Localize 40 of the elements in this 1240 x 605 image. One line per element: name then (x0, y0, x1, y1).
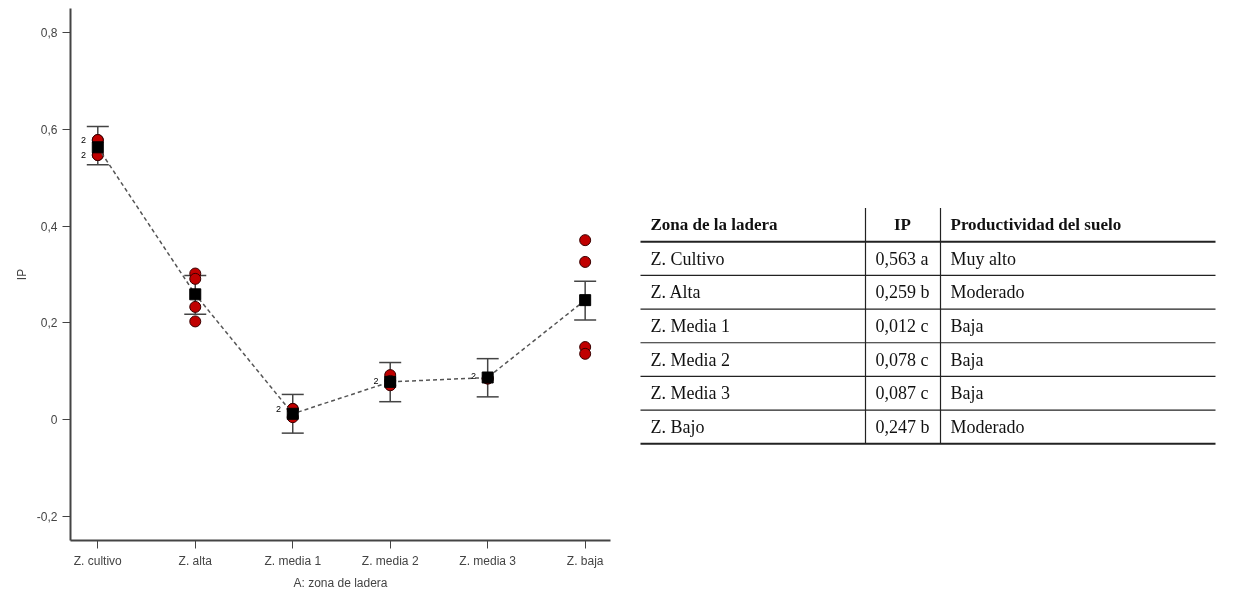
text: Z. Media 3 (650, 383, 730, 404)
text: 0,087 c (875, 383, 929, 404)
text: Z. Bajo (650, 417, 705, 438)
annotation: 2 (470, 371, 476, 382)
text: Z. Alta (650, 282, 701, 303)
text: 0,247 b (875, 417, 930, 438)
text: Muy alto (950, 248, 1016, 269)
text: Z. Media 1 (650, 315, 730, 336)
text: Moderado (950, 282, 1025, 303)
y-tick-label: -0,2 (36, 509, 58, 524)
y-tick-label: 0,4 (40, 219, 58, 234)
text: 0,259 b (875, 282, 930, 303)
x-tick-label: Z. cultivo (73, 553, 123, 568)
annotation: 2 (81, 135, 87, 146)
y-axis-title: IP (14, 268, 29, 281)
text: Moderado (950, 417, 1025, 438)
text: Baja (950, 383, 984, 404)
x-tick-label: Z. alta (178, 553, 213, 568)
y-tick-label: 0,6 (40, 122, 58, 137)
text: Productividad del suelo (950, 215, 1122, 235)
x-tick-label: Z. media 2 (361, 553, 419, 568)
text: 0,563 a (875, 248, 929, 269)
annotation: 2 (276, 403, 282, 414)
x-tick-label: Z. media 3 (459, 553, 517, 568)
text: Baja (950, 349, 984, 370)
y-tick-label: 0,8 (40, 26, 58, 41)
text: Zona de la ladera (650, 215, 779, 235)
text: Z. Cultivo (650, 248, 725, 269)
text: IP (894, 215, 911, 235)
x-tick-label: Z. baja (566, 553, 604, 568)
text: Z. Media 2 (650, 349, 730, 370)
y-tick-label: 0 (50, 413, 58, 428)
x-tick-label: Z. media 1 (264, 553, 322, 568)
text: 0,078 c (875, 349, 929, 370)
text: Baja (950, 315, 984, 336)
x-axis-title: A: zona de ladera (293, 575, 388, 590)
text: 0,012 c (875, 315, 929, 336)
annotation: 2 (373, 375, 379, 386)
annotation: 2 (81, 150, 87, 161)
y-tick-label: 0,2 (40, 316, 58, 331)
